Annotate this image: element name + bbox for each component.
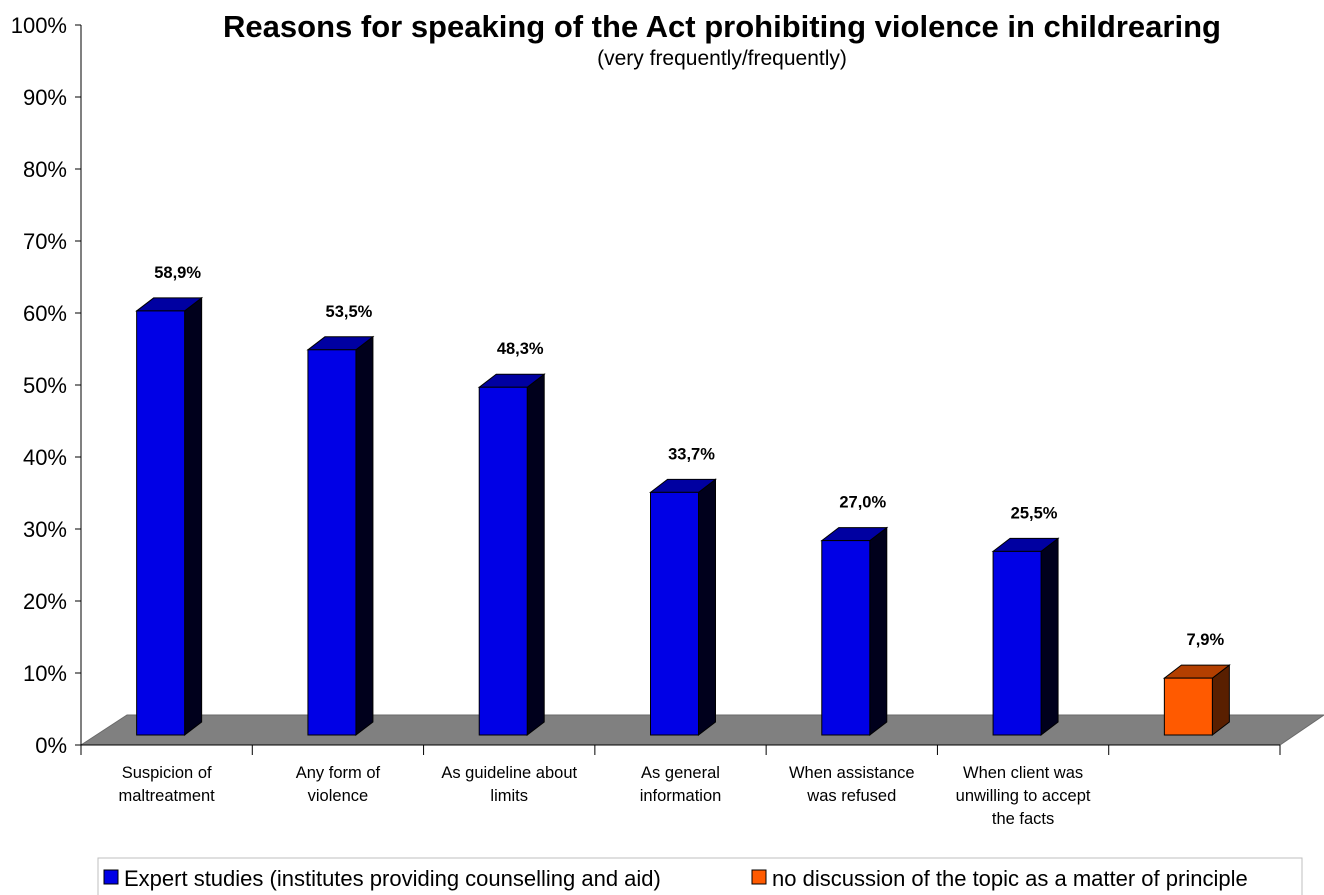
bar-front-face [821, 540, 871, 736]
y-tick-label: 0% [35, 733, 67, 758]
y-tick-label: 90% [23, 85, 67, 110]
data-label: 58,9% [154, 264, 201, 282]
data-label: 48,3% [497, 340, 544, 358]
y-tick-label: 70% [23, 229, 67, 254]
bar-no-discussion-of-the-top-6 [1162, 664, 1231, 737]
x-tick-label: Any form of [296, 764, 381, 782]
x-tick-label: information [640, 787, 722, 805]
x-axis: Suspicion of maltreatment Any form of viole… [80, 744, 1281, 828]
bar-expert-studies-institute-2 [477, 373, 546, 737]
x-tick-label: was refused [806, 787, 896, 805]
bar-expert-studies-institute-1 [306, 335, 375, 737]
bar-side-face [184, 296, 203, 737]
bar-series [135, 296, 1231, 737]
legend-label-no-discussion: no discussion of the topic as a matter o… [772, 866, 1248, 891]
bar-expert-studies-institute-3 [649, 478, 717, 737]
bar-side-face [1040, 537, 1059, 737]
data-label: 7,9% [1187, 631, 1225, 649]
bar-side-face [698, 478, 716, 737]
y-tick-label: 50% [23, 373, 67, 398]
y-tick-label: 100% [11, 13, 67, 38]
x-tick-label: When client was [963, 764, 1083, 782]
x-tick-label: violence [308, 787, 369, 805]
data-label: 53,5% [326, 303, 373, 321]
bar-expert-studies-institute-0 [135, 296, 204, 737]
y-tick-label: 20% [23, 589, 67, 614]
legend: Expert studies (institutes providing cou… [97, 857, 1303, 895]
bar-side-face [869, 526, 888, 737]
x-tick-label: When assistance [789, 764, 915, 782]
bar-front-face [992, 550, 1042, 736]
bar-front-face [478, 386, 528, 736]
chart-subtitle: (very frequently/frequently) [597, 47, 847, 70]
x-tick-label: unwilling to accept [956, 787, 1091, 805]
data-labels: 58,9% 53,5% 48,3% 33,7% 27,0% 25,5% 7,9% [154, 264, 1224, 649]
x-tick-label: Suspicion of [122, 764, 212, 782]
y-axis: 0% 10% 20% 30% 40% 50% 60% 70% 80% 90% 100% [11, 13, 82, 758]
bar-front-face [1163, 677, 1213, 736]
y-tick-label: 80% [23, 157, 67, 182]
x-tick-label: limits [490, 787, 528, 805]
bar-side-face [526, 373, 545, 737]
legend-label-expert-studies: Expert studies (institutes providing cou… [124, 866, 661, 891]
bar-front-face [136, 310, 186, 736]
data-label: 27,0% [839, 494, 886, 512]
x-tick-label: maltreatment [118, 787, 215, 805]
bar-expert-studies-institute-5 [991, 537, 1060, 737]
x-tick-label: As general [641, 764, 720, 782]
data-label: 25,5% [1011, 504, 1058, 522]
legend-frame [97, 857, 1303, 895]
legend-swatch-expert-studies [103, 869, 119, 885]
y-tick-label: 40% [23, 445, 67, 470]
bar-front-face [650, 491, 699, 736]
y-tick-label: 10% [23, 661, 67, 686]
bar-front-face [307, 349, 357, 736]
chart-title: Reasons for speaking of the Act prohibit… [223, 9, 1221, 44]
legend-swatch-no-discussion [751, 869, 767, 885]
y-tick-label: 30% [23, 517, 67, 542]
x-tick-label: As guideline about [441, 764, 577, 782]
bar-expert-studies-institute-4 [820, 526, 889, 737]
data-label: 33,7% [668, 445, 715, 463]
x-tick-label: the facts [992, 810, 1054, 828]
y-tick-label: 60% [23, 301, 67, 326]
bar-side-face [355, 335, 374, 737]
